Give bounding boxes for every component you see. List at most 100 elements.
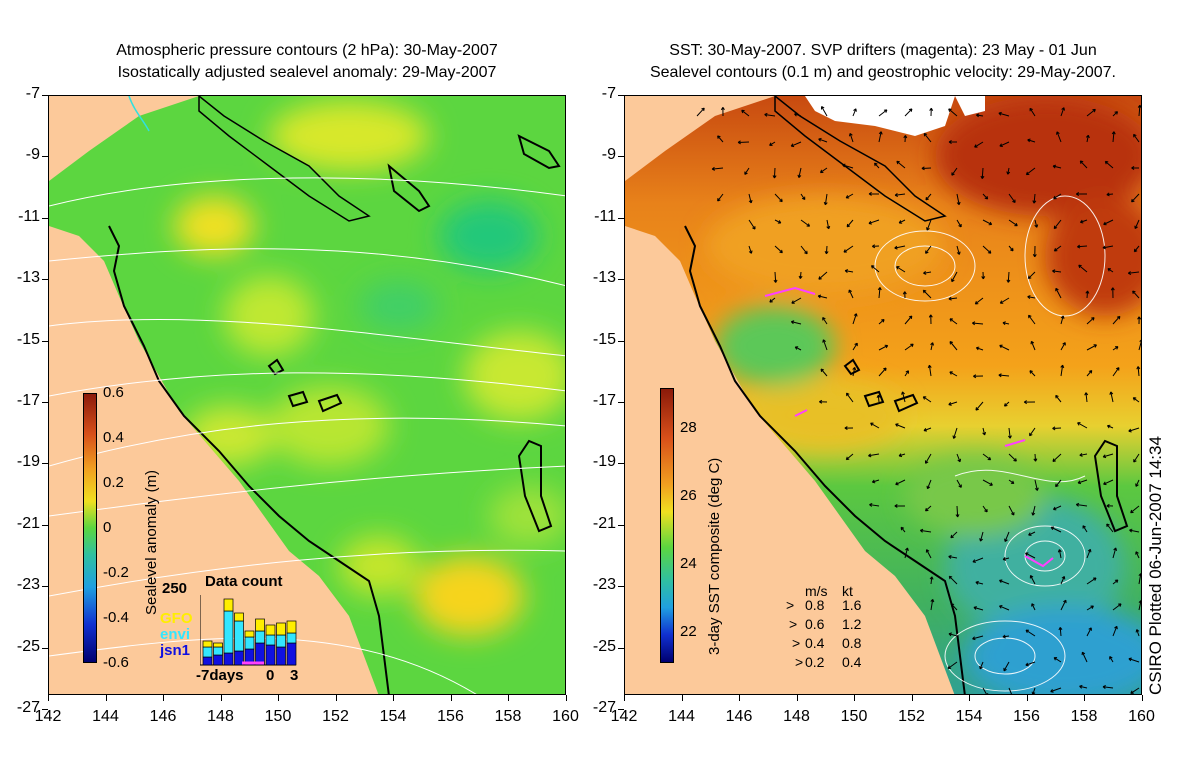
velocity-arrow [948, 296, 958, 301]
left-colorbar-tick: 0.6 [103, 384, 124, 401]
velocity-arrow [1112, 547, 1118, 559]
right-y-tick-label: -13 [592, 269, 616, 287]
velocity-arrow [928, 314, 933, 325]
right-y-tick-mark [618, 402, 624, 403]
velocity-arrow [846, 219, 854, 228]
velocity-arrow [999, 605, 1010, 611]
velocity-arrow [999, 344, 1010, 351]
right-y-tick-mark [618, 340, 624, 342]
velocity-arrow [852, 108, 857, 117]
velocity-arrow [852, 342, 858, 351]
velocity-arrow [1138, 573, 1141, 585]
velocity-arrow [1075, 192, 1088, 196]
velocity-arrow [790, 320, 802, 325]
velocity-arrow [843, 245, 854, 253]
velocity-arrow [878, 109, 888, 117]
velocity-arrow [871, 265, 880, 273]
right-y-tick-label: -9 [601, 146, 616, 164]
velocity-arrow [1003, 661, 1010, 672]
velocity-arrow [956, 479, 962, 488]
velocity-legend-arrow: > [795, 654, 804, 670]
velocity-arrow [924, 505, 932, 512]
velocity-arrow [817, 294, 828, 299]
velocity-legend-header-kt: kt [842, 583, 853, 599]
right-colorbar-tick: 24 [680, 555, 697, 572]
velocity-arrow [1086, 577, 1097, 585]
velocity-arrow [1008, 687, 1013, 694]
velocity-arrow [895, 479, 906, 486]
right-x-tick-mark [1141, 695, 1143, 701]
velocity-arrow [1133, 133, 1140, 143]
velocity-arrow [898, 453, 906, 458]
left-map-svg [49, 96, 565, 694]
velocity-arrow [1130, 687, 1140, 694]
velocity-arrow [878, 344, 889, 351]
velocity-arrow [979, 531, 984, 542]
velocity-arrow [982, 687, 989, 694]
right-x-tick-mark [911, 695, 913, 701]
data-count-xlabel-left: -7days [196, 667, 244, 684]
right-colorbar-tick: 26 [680, 487, 697, 504]
legend-envi: envi [160, 626, 191, 643]
velocity-arrow [1060, 364, 1065, 377]
left-colorbar-tick: -0.6 [103, 654, 129, 671]
velocity-arrow [948, 401, 958, 406]
velocity-arrow [774, 219, 782, 224]
right-y-tick-mark [618, 95, 624, 96]
left-x-tick-mark [105, 695, 107, 701]
velocity-arrow [955, 505, 960, 518]
left-y-tick-label: -17 [16, 392, 40, 409]
velocity-arrow [902, 291, 907, 299]
left-colorbar-tick: 0.4 [103, 429, 124, 446]
velocity-arrow [1112, 111, 1119, 117]
velocity-arrow [800, 193, 806, 201]
velocity-arrow [845, 453, 854, 461]
velocity-arrow [980, 167, 985, 179]
velocity-arrow [818, 271, 828, 280]
left-y-tick-label: -7 [25, 85, 40, 102]
velocity-arrow [1024, 552, 1036, 559]
velocity-arrow [741, 109, 750, 117]
velocity-arrow [1112, 315, 1121, 325]
left-colorbar-tick: -0.4 [103, 609, 129, 626]
left-y-tick-mark [42, 586, 48, 588]
velocity-arrow [1027, 271, 1036, 280]
velocity-arrow [1053, 219, 1062, 230]
right-x-tick-label: 156 [1013, 708, 1040, 725]
data-count-title: Data count [205, 573, 283, 590]
velocity-arrow [1034, 479, 1039, 491]
velocity-arrow [904, 315, 913, 325]
velocity-legend-kt: 1.2 [842, 616, 862, 632]
count-bar-envi [255, 630, 265, 644]
velocity-arrow [1052, 426, 1062, 431]
velocity-arrow [797, 167, 802, 178]
count-bar-gfo [265, 624, 276, 636]
velocity-arrow [1055, 394, 1062, 403]
velocity-arrow [1078, 264, 1088, 273]
velocity-arrow [794, 112, 802, 117]
count-bar-jsn1 [286, 642, 297, 666]
velocity-arrow [925, 193, 932, 201]
velocity-arrow [1138, 600, 1141, 611]
left-x-tick-mark [163, 695, 164, 701]
velocity-legend-ms: 0.4 [805, 635, 825, 651]
velocity-arrow [971, 321, 984, 326]
velocity-arrow [1106, 523, 1114, 533]
right-y-tick-label: -19 [592, 453, 616, 471]
velocity-arrow [1052, 164, 1062, 169]
data-count-max: 250 [162, 580, 188, 597]
velocity-legend-arrow: > [792, 635, 801, 651]
left-y-tick-label: -15 [16, 330, 40, 348]
velocity-arrow [1131, 193, 1140, 203]
velocity-arrow [999, 141, 1010, 148]
velocity-arrow [930, 342, 935, 351]
velocity-arrow [926, 219, 932, 231]
velocity-arrow [852, 313, 858, 325]
velocity-arrow [1029, 427, 1036, 437]
velocity-arrow [1028, 314, 1036, 325]
velocity-arrow [1029, 370, 1036, 377]
left-x-tick-label: 160 [552, 708, 579, 725]
velocity-arrow [923, 427, 932, 432]
velocity-arrow [877, 287, 882, 299]
count-bar-envi [265, 634, 276, 646]
